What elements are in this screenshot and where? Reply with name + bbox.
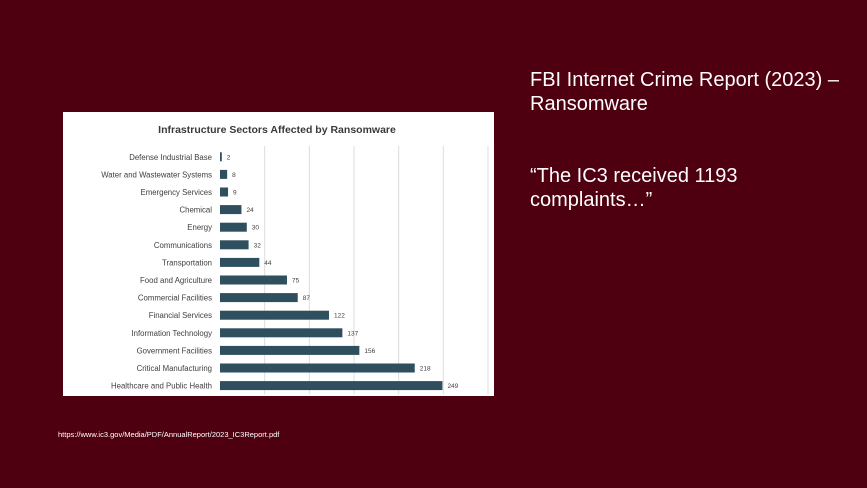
category-label: Emergency Services xyxy=(141,188,213,197)
value-label: 87 xyxy=(303,295,311,302)
value-label: 9 xyxy=(233,190,237,197)
value-label: 75 xyxy=(292,278,300,285)
category-label: Healthcare and Public Health xyxy=(111,382,212,391)
bar xyxy=(220,205,242,215)
bars: Defense Industrial Base 2 Water and Wastew… xyxy=(101,152,459,391)
chart-card: Infrastructure Sectors Affected by Ranso… xyxy=(63,112,494,396)
category-label: Critical Manufacturing xyxy=(137,364,212,373)
slide-title: FBI Internet Crime Report (2023) – Ranso… xyxy=(530,69,840,115)
category-label: Chemical xyxy=(180,206,213,215)
category-label: Transportation xyxy=(162,258,212,267)
source-link[interactable]: https://www.ic3.gov/Media/PDF/AnnualRepo… xyxy=(58,430,280,439)
bar xyxy=(220,363,415,373)
bar xyxy=(220,328,343,338)
category-label: Food and Agriculture xyxy=(140,276,212,285)
bar xyxy=(220,310,329,320)
value-label: 8 xyxy=(232,172,236,179)
category-label: Defense Industrial Base xyxy=(129,153,212,162)
category-label: Information Technology xyxy=(132,329,213,338)
bar-chart: Infrastructure Sectors Affected by Ranso… xyxy=(101,124,489,395)
bar xyxy=(220,169,228,179)
category-label: Government Facilities xyxy=(137,346,212,355)
bar xyxy=(220,381,443,391)
value-label: 24 xyxy=(246,207,254,214)
bar xyxy=(220,240,249,250)
slide-quote: “The IC3 received 1193 complaints…” xyxy=(530,165,738,211)
grid-lines xyxy=(264,146,489,395)
category-label: Communications xyxy=(154,241,212,250)
value-label: 32 xyxy=(254,242,262,249)
bar xyxy=(220,257,260,267)
category-label: Financial Services xyxy=(149,311,212,320)
value-label: 44 xyxy=(264,260,272,267)
value-label: 218 xyxy=(420,366,431,373)
category-label: Energy xyxy=(187,223,212,232)
bar xyxy=(220,345,360,355)
value-label: 249 xyxy=(447,383,458,390)
bar xyxy=(220,275,287,285)
bar xyxy=(220,293,298,303)
value-label: 156 xyxy=(364,348,375,355)
bar xyxy=(220,187,229,197)
value-label: 30 xyxy=(252,225,260,232)
bar xyxy=(220,222,247,232)
chart-title: Infrastructure Sectors Affected by Ranso… xyxy=(158,124,396,136)
value-label: 2 xyxy=(227,154,231,161)
category-label: Commercial Facilities xyxy=(138,294,212,303)
bar xyxy=(220,152,222,162)
value-label: 137 xyxy=(347,330,358,337)
category-label: Water and Wastewater Systems xyxy=(101,170,212,179)
value-label: 122 xyxy=(334,313,345,320)
